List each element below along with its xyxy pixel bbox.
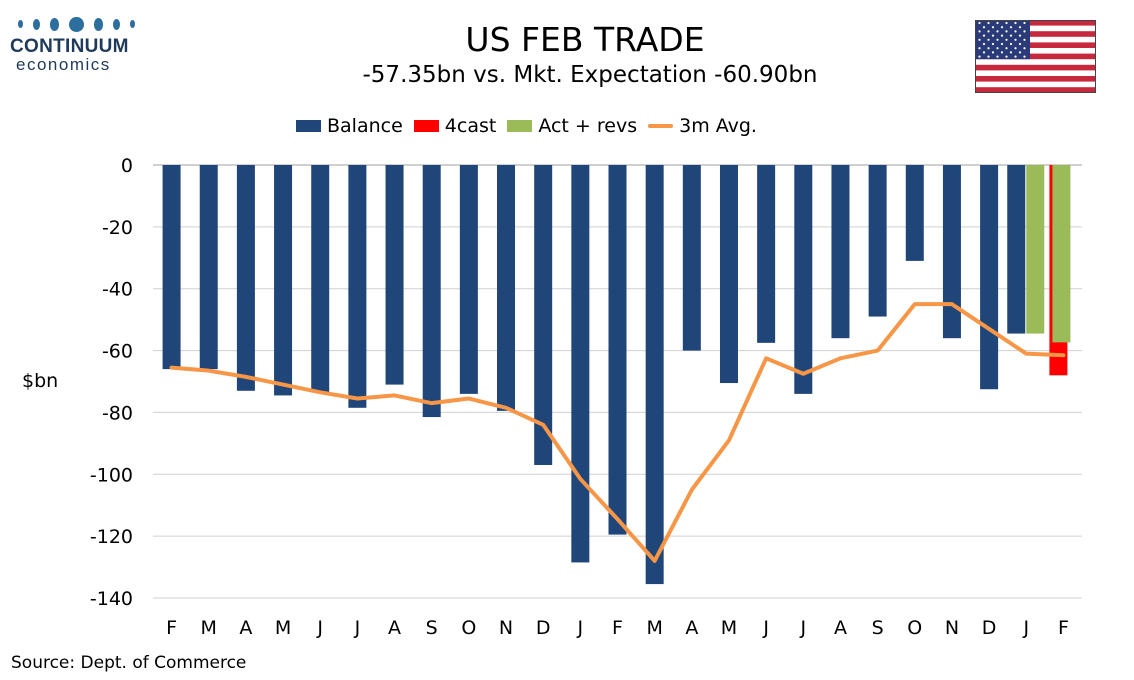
x-tick-label: M [275, 617, 291, 639]
x-tick-label: A [239, 617, 252, 639]
legend-swatch-balance [296, 120, 321, 132]
bar-balance [459, 165, 478, 394]
bar-balance [422, 165, 441, 418]
bar-balance [348, 165, 367, 408]
x-tick-label: D [536, 617, 551, 639]
legend-item-balance: Balance [296, 115, 403, 137]
y-tick-label: -20 [102, 217, 133, 239]
bar-act-revs [1026, 165, 1045, 334]
x-tick-label: A [685, 617, 698, 639]
bar-balance [311, 165, 330, 393]
logo-subtitle: economics [16, 55, 111, 74]
y-axis-label: $bn [22, 370, 58, 392]
y-tick-label: -80 [102, 402, 133, 424]
x-tick-label: S [872, 617, 884, 639]
legend-item-act-revs: Act + revs [507, 115, 637, 137]
x-tick-label: A [834, 617, 847, 639]
bar-balance [534, 165, 553, 466]
legend-label-balance: Balance [327, 115, 403, 137]
legend-swatch-3m-avg [648, 124, 674, 128]
bar-balance [682, 165, 701, 351]
y-tick-label: -140 [90, 588, 133, 610]
source-note: Source: Dept. of Commerce [11, 653, 247, 673]
bar-balance [942, 165, 961, 339]
bar-balance [719, 165, 738, 384]
bar-balance [571, 165, 590, 563]
x-tick-label: M [646, 617, 662, 639]
x-tick-label: J [316, 617, 323, 639]
x-tick-label: F [612, 617, 623, 639]
bar-balance [236, 165, 255, 391]
legend-label-3m-avg: 3m Avg. [679, 115, 757, 137]
x-tick-label: F [166, 617, 177, 639]
x-tick-label: N [945, 617, 959, 639]
bar-balance [905, 165, 924, 261]
logo: CONTINUUM economics [10, 14, 135, 75]
bar-balance [608, 165, 627, 535]
legend-label-4cast: 4cast [444, 115, 497, 137]
x-tick-label: J [762, 617, 769, 639]
us-flag-icon [975, 20, 1096, 97]
x-tick-label: J [799, 617, 806, 639]
bar-balance [831, 165, 850, 339]
y-tick-label: -40 [102, 279, 133, 301]
bar-balance [1007, 165, 1026, 334]
x-tick-label: S [426, 617, 438, 639]
x-tick-label: J [577, 617, 584, 639]
bar-balance [757, 165, 776, 343]
bar-act-revs [1052, 165, 1071, 343]
bar-balance [199, 165, 218, 370]
legend-item-4cast: 4cast [413, 115, 497, 137]
bar-balance [645, 165, 664, 585]
x-tick-label: J [1022, 617, 1029, 639]
logo-name: CONTINUUM [10, 36, 129, 57]
legend: Balance 4cast Act + revs 3m Avg. [296, 115, 768, 137]
chart-subtitle: -57.35bn vs. Mkt. Expectation -60.90bn [362, 62, 818, 88]
legend-swatch-4cast [413, 120, 439, 132]
y-tick-label: -60 [102, 341, 133, 363]
legend-item-3m-avg: 3m Avg. [648, 115, 757, 137]
y-tick-label: -120 [90, 526, 133, 548]
x-tick-label: D [982, 617, 997, 639]
logo-dots [10, 14, 135, 34]
bar-balance [980, 165, 999, 390]
x-tick-label: N [499, 617, 513, 639]
y-tick-label: 0 [121, 155, 133, 177]
x-tick-label: M [201, 617, 217, 639]
x-tick-label: M [721, 617, 737, 639]
y-tick-label: -100 [90, 464, 133, 486]
bar-balance [794, 165, 813, 394]
bar-balance [162, 165, 181, 370]
bar-balance [385, 165, 404, 385]
x-tick-label: O [461, 617, 476, 639]
x-tick-label: F [1058, 617, 1069, 639]
legend-label-act-revs: Act + revs [538, 115, 638, 137]
bar-balance [274, 165, 293, 396]
bar-balance [497, 165, 516, 411]
chart-title: US FEB TRADE [465, 20, 705, 59]
bar-balance [868, 165, 887, 317]
x-tick-label: A [388, 617, 401, 639]
x-tick-label: O [907, 617, 922, 639]
x-tick-label: J [354, 617, 361, 639]
legend-swatch-act-revs [507, 120, 533, 132]
